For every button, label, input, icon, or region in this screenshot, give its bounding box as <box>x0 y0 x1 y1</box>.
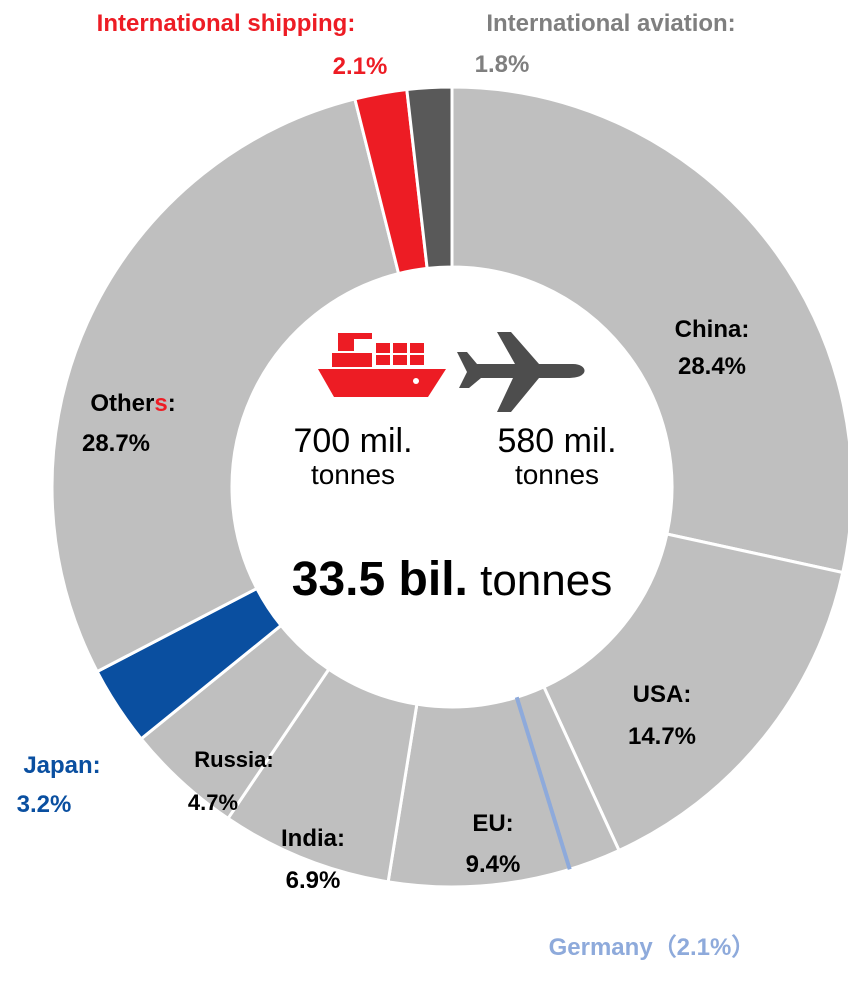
label-russia: Russia: <box>194 747 273 772</box>
total-unit: tonnes <box>480 556 612 605</box>
label-others-end: : <box>168 390 176 417</box>
label-others-main: Other <box>90 390 154 417</box>
label-china: China: <box>675 316 750 343</box>
value-usa: 14.7% <box>628 723 696 750</box>
aviation-amount: 580 mil. <box>497 422 616 460</box>
airplane-icon <box>457 332 585 412</box>
shipping-amount: 700 mil. <box>293 422 412 460</box>
total-value: 33.5 bil. <box>292 553 468 606</box>
germany-divider-line <box>514 696 572 870</box>
value-russia: 4.7% <box>188 790 238 815</box>
label-others: Others: <box>90 390 175 417</box>
donut-center <box>233 268 671 706</box>
ship-icon <box>318 333 446 397</box>
label-japan: Japan: <box>23 752 100 779</box>
slice-usa <box>541 532 845 853</box>
value-china: 28.4% <box>678 353 746 380</box>
label-intl-aviation: International aviation: <box>486 10 735 37</box>
value-others: 28.7% <box>82 430 150 457</box>
total-unit-space <box>468 556 480 605</box>
slice-international-aviation <box>405 85 454 271</box>
value-japan: 3.2% <box>17 791 72 818</box>
label-others-accent: s <box>154 390 167 417</box>
slice-others <box>50 97 401 674</box>
shipping-unit: tonnes <box>311 459 395 490</box>
slice-china <box>450 85 848 575</box>
label-intl-shipping: International shipping: <box>97 10 356 37</box>
donut-slices <box>50 85 848 889</box>
value-india: 6.9% <box>286 867 341 894</box>
label-germany: Germany（2.1%） <box>549 934 756 961</box>
aviation-unit: tonnes <box>515 459 599 490</box>
value-intl-shipping: 2.1% <box>333 53 388 80</box>
value-intl-aviation: 1.8% <box>475 51 530 78</box>
label-usa: USA: <box>633 681 692 708</box>
label-eu: EU: <box>472 810 513 837</box>
value-eu: 9.4% <box>466 851 521 878</box>
total-emissions: 33.5 bil. tonnes <box>292 553 612 606</box>
label-india: India: <box>281 825 345 852</box>
